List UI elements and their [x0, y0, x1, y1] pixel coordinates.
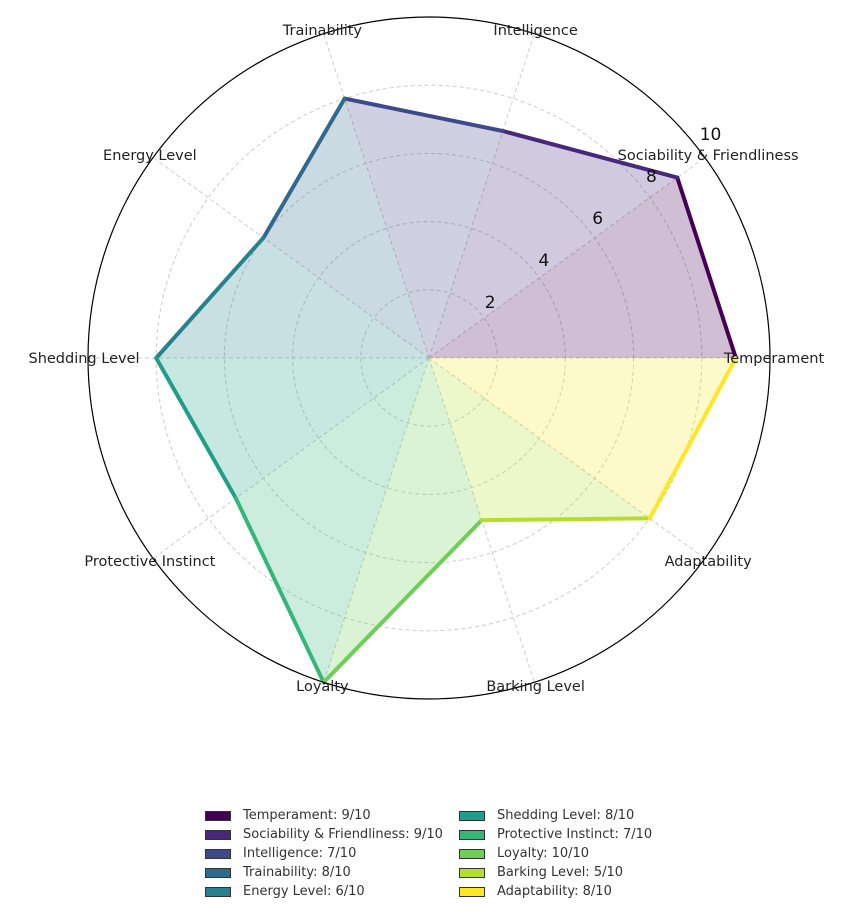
radar-wedge-fill: [235, 358, 429, 683]
axis-category-label: Protective Instinct: [84, 554, 215, 570]
radar-wedge-fill: [429, 177, 736, 358]
radar-wedge-fill: [429, 358, 650, 521]
legend: Temperament: 9/10 Sociability & Friendli…: [205, 806, 665, 902]
legend-swatch: [205, 848, 231, 859]
radar-wedge-edge: [233, 496, 326, 685]
legend-item: Temperament: 9/10: [205, 806, 443, 825]
axis-category-label: Temperament: [723, 351, 825, 367]
legend-swatch: [459, 867, 485, 878]
legend-swatch: [205, 829, 231, 840]
radial-tick-label: 8: [646, 167, 657, 187]
axis-category-label: Intelligence: [493, 23, 577, 39]
legend-label: Adaptability: 8/10: [497, 884, 612, 899]
radar-wedge-edge: [479, 516, 652, 523]
radar-wedge-fill: [429, 358, 736, 519]
radar-wedge-fill: [429, 130, 678, 358]
radar-wedge-edge: [321, 518, 484, 685]
legend-label: Energy Level: 6/10: [243, 884, 365, 899]
grid-spoke: [323, 357, 430, 683]
axis-category-label: Energy Level: [103, 148, 197, 164]
radar-wedge-fill: [263, 98, 429, 358]
legend-item: Sociability & Friendliness: 9/10: [205, 825, 443, 844]
legend-swatch: [205, 867, 231, 878]
radar-wedge-edge: [154, 235, 266, 360]
legend-label: Barking Level: 5/10: [497, 865, 624, 880]
axis-category-label: Trainability: [282, 23, 363, 39]
legend-label: Loyalty: 10/10: [497, 846, 590, 861]
legend-swatch: [459, 810, 485, 821]
tick-layer: 2 4 6 8 10: [485, 125, 722, 313]
grid-spoke: [428, 357, 706, 559]
grid-spoke: [428, 33, 535, 359]
grid-ring: [360, 289, 498, 427]
legend-label: Trainability: 8/10: [243, 865, 351, 880]
radar-wedge-fill: [344, 98, 503, 358]
radar-wedge-fill: [156, 237, 429, 358]
radar-wedge-edge: [154, 356, 238, 501]
legend-swatch: [459, 848, 485, 859]
legend-swatch: [459, 886, 485, 897]
legend-swatch: [205, 810, 231, 821]
legend-item: Trainability: 8/10: [205, 863, 443, 882]
legend-swatch: [459, 829, 485, 840]
radial-tick-label: 4: [538, 251, 549, 271]
radar-wedge-edge: [342, 96, 505, 133]
legend-column-left: Temperament: 9/10 Sociability & Friendli…: [205, 806, 443, 901]
legend-item: Loyalty: 10/10: [459, 844, 652, 863]
radial-tick-label: 2: [485, 293, 496, 313]
legend-label: Sociability & Friendliness: 9/10: [243, 827, 443, 842]
wedge-layer: [154, 96, 738, 685]
grid-spoke: [428, 157, 706, 359]
legend-swatch: [205, 886, 231, 897]
legend-item: Barking Level: 5/10: [459, 863, 652, 882]
radar-chart: 2 4 6 8 10 Temperament Sociability & Friendli…: [28, 16, 824, 700]
radar-wedge-edge: [261, 96, 347, 240]
radar-wedge-fill: [156, 358, 429, 499]
grid-spoke: [323, 33, 430, 359]
grid-spoke: [152, 157, 430, 359]
outer-ring: [87, 16, 771, 700]
label-layer: Temperament Sociability & Friendliness Int…: [28, 23, 824, 695]
legend-item: Intelligence: 7/10: [205, 844, 443, 863]
axis-category-label: Adaptability: [665, 554, 753, 570]
radar-wedge-fill: [323, 358, 482, 683]
legend-label: Shedding Level: 8/10: [497, 808, 635, 823]
legend-label: Intelligence: 7/10: [243, 846, 357, 861]
legend-column-right: Shedding Level: 8/10 Protective Instinct…: [459, 806, 652, 901]
legend-item: Protective Instinct: 7/10: [459, 825, 652, 844]
axis-category-label: Shedding Level: [28, 351, 139, 367]
axis-category-label: Loyalty: [296, 679, 349, 695]
legend-item: Energy Level: 6/10: [205, 882, 443, 901]
radar-wedge-edge: [500, 128, 680, 180]
legend-item: Shedding Level: 8/10: [459, 806, 652, 825]
axis-category-label: Sociability & Friendliness: [618, 148, 799, 164]
radial-tick-label: 6: [592, 209, 603, 229]
grid-spoke: [152, 357, 430, 559]
axis-category-label: Barking Level: [486, 679, 585, 695]
legend-label: Protective Instinct: 7/10: [497, 827, 653, 842]
legend-label: Temperament: 9/10: [243, 808, 371, 823]
radial-tick-label: 10: [700, 125, 722, 145]
radar-wedge-edge: [675, 175, 738, 360]
legend-item: Adaptability: 8/10: [459, 882, 652, 901]
radar-wedge-edge: [647, 356, 738, 521]
